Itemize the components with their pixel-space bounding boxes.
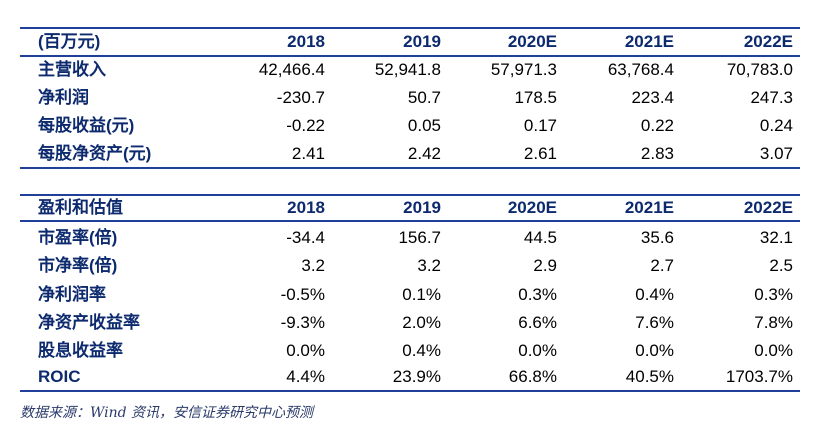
column-header: 2019 — [403, 198, 441, 217]
table-cell: 0.0% — [286, 341, 325, 360]
column-header: 2018 — [287, 32, 325, 51]
row-label: 每股收益(元) — [38, 116, 135, 135]
table-cell: 0.17 — [523, 116, 557, 135]
table-cell: 2.41 — [291, 144, 325, 163]
table-cell: 6.6% — [518, 313, 557, 332]
header-label: (百万元) — [38, 32, 101, 51]
table-rule — [20, 55, 800, 57]
table-cell: 0.0% — [518, 341, 557, 360]
table-cell: 178.5 — [514, 88, 557, 107]
row-label: ROIC — [38, 367, 81, 386]
row-label: 净利润率 — [38, 285, 106, 304]
column-header: 2018 — [287, 198, 325, 217]
table-rule — [20, 194, 800, 196]
table-cell: 0.1% — [402, 285, 441, 304]
row-label: 净资产收益率 — [38, 313, 140, 332]
table-cell: 2.0% — [402, 313, 441, 332]
table-cell: 63,768.4 — [607, 60, 674, 79]
source-note: 数据来源：Wind 资讯，安信证券研究中心预测 — [20, 405, 314, 421]
table-cell: 3.2 — [417, 256, 441, 275]
row-label: 每股净资产(元) — [38, 144, 152, 163]
table-cell: 44.5 — [523, 228, 557, 247]
table-cell: 3.2 — [301, 256, 325, 275]
table-cell: 0.22 — [640, 116, 674, 135]
column-header: 2020E — [507, 198, 557, 217]
column-header: 2022E — [743, 32, 793, 51]
table-cell: 0.05 — [407, 116, 441, 135]
table-rule — [20, 390, 800, 392]
table-cell: 0.3% — [754, 285, 793, 304]
table-cell: 66.8% — [508, 367, 557, 386]
row-label: 股息收益率 — [38, 341, 123, 360]
table-cell: 4.4% — [286, 367, 325, 386]
table-cell: 2.9 — [533, 256, 557, 275]
row-label: 市净率(倍) — [38, 256, 118, 275]
table-cell: 7.6% — [635, 313, 674, 332]
table-cell: 52,941.8 — [374, 60, 441, 79]
table-cell: -0.5% — [280, 285, 325, 304]
table-cell: -9.3% — [280, 313, 325, 332]
table-rule — [20, 220, 800, 222]
table-cell: 2.7 — [650, 256, 674, 275]
table-cell: 0.0% — [635, 341, 674, 360]
table-cell: 57,971.3 — [490, 60, 557, 79]
table-cell: 70,783.0 — [726, 60, 793, 79]
table-cell: -34.4 — [286, 228, 325, 247]
table-cell: 23.9% — [392, 367, 441, 386]
table-rule — [20, 167, 800, 169]
table-cell: 35.6 — [640, 228, 674, 247]
column-header: 2020E — [507, 32, 557, 51]
table-cell: 156.7 — [398, 228, 441, 247]
table-cell: 1703.7% — [725, 367, 793, 386]
table-cell: 247.3 — [750, 88, 793, 107]
table-cell: 0.0% — [754, 341, 793, 360]
column-header: 2021E — [624, 198, 674, 217]
table-cell: -230.7 — [276, 88, 325, 107]
table-cell: 223.4 — [631, 88, 674, 107]
table-cell: 50.7 — [407, 88, 441, 107]
table-cell: 2.42 — [407, 144, 441, 163]
table-cell: 0.4% — [402, 341, 441, 360]
table-cell: -0.22 — [286, 116, 325, 135]
table-cell: 2.83 — [640, 144, 674, 163]
table-cell: 40.5% — [625, 367, 674, 386]
table-rule — [20, 27, 800, 29]
table-cell: 32.1 — [759, 228, 793, 247]
row-label: 净利润 — [38, 88, 89, 107]
table-cell: 0.3% — [518, 285, 557, 304]
table-cell: 0.24 — [759, 116, 793, 135]
table-cell: 3.07 — [759, 144, 793, 163]
table-cell: 0.4% — [635, 285, 674, 304]
row-label: 市盈率(倍) — [38, 228, 118, 247]
column-header: 2021E — [624, 32, 674, 51]
table-cell: 2.61 — [523, 144, 557, 163]
table-cell: 7.8% — [754, 313, 793, 332]
row-label: 主营收入 — [38, 60, 106, 79]
table-cell: 2.5 — [769, 256, 793, 275]
column-header: 2022E — [743, 198, 793, 217]
table-cell: 42,466.4 — [258, 60, 325, 79]
column-header: 2019 — [403, 32, 441, 51]
header-label: 盈利和估值 — [38, 198, 123, 217]
